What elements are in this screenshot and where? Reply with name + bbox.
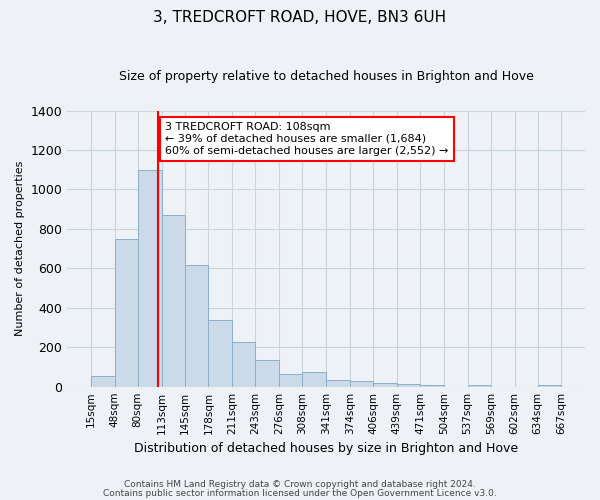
Bar [420, 384, 444, 386]
Bar [538, 384, 562, 386]
Title: Size of property relative to detached houses in Brighton and Hove: Size of property relative to detached ho… [119, 70, 533, 83]
Y-axis label: Number of detached properties: Number of detached properties [15, 161, 25, 336]
X-axis label: Distribution of detached houses by size in Brighton and Hove: Distribution of detached houses by size … [134, 442, 518, 455]
Bar [91, 376, 115, 386]
Text: 3 TREDCROFT ROAD: 108sqm
← 39% of detached houses are smaller (1,684)
60% of sem: 3 TREDCROFT ROAD: 108sqm ← 39% of detach… [165, 122, 449, 156]
Bar [232, 342, 256, 386]
Bar [256, 360, 279, 386]
Bar [208, 320, 232, 386]
Bar [350, 381, 373, 386]
Bar [397, 384, 420, 386]
Bar [373, 382, 397, 386]
Bar [467, 384, 491, 386]
Bar [161, 215, 185, 386]
Bar [302, 372, 326, 386]
Text: Contains HM Land Registry data © Crown copyright and database right 2024.: Contains HM Land Registry data © Crown c… [124, 480, 476, 489]
Text: 3, TREDCROFT ROAD, HOVE, BN3 6UH: 3, TREDCROFT ROAD, HOVE, BN3 6UH [154, 10, 446, 25]
Bar [279, 374, 302, 386]
Bar [115, 239, 138, 386]
Bar [185, 266, 208, 386]
Bar [326, 380, 350, 386]
Bar [138, 170, 161, 386]
Text: Contains public sector information licensed under the Open Government Licence v3: Contains public sector information licen… [103, 488, 497, 498]
